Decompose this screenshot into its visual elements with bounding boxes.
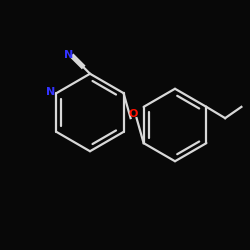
Text: N: N xyxy=(46,87,56,97)
Text: O: O xyxy=(129,109,138,119)
Text: N: N xyxy=(64,50,74,60)
